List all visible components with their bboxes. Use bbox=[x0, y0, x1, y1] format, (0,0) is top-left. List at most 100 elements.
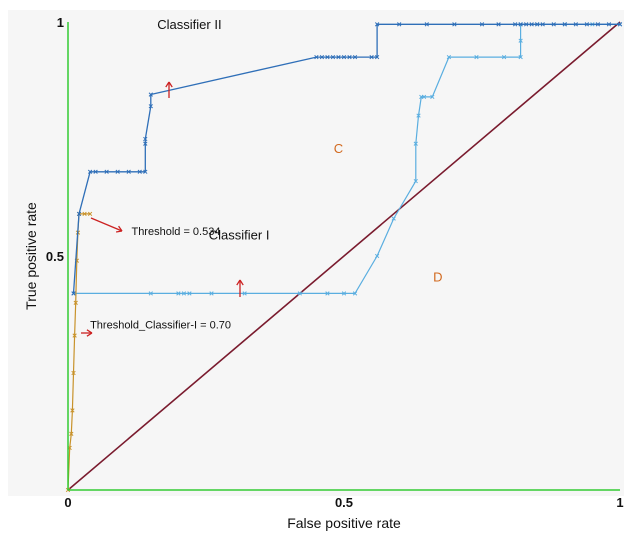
classifier_ii-point bbox=[424, 22, 429, 27]
threshold_curve-point bbox=[72, 333, 77, 338]
classifier_ii-point bbox=[479, 22, 485, 27]
classifier_ii-point bbox=[71, 291, 76, 296]
classifier-i-label: Classifier I bbox=[209, 228, 270, 243]
plot-background bbox=[8, 10, 624, 496]
y-axis-title: True positive rate bbox=[23, 202, 39, 310]
classifier_ii-point bbox=[369, 54, 374, 60]
classifier_ii-point bbox=[148, 104, 153, 109]
region-c: C bbox=[334, 141, 343, 156]
classifier_i-point bbox=[181, 291, 187, 296]
series-layer bbox=[65, 21, 623, 493]
classifier_i-point bbox=[209, 291, 214, 296]
threshold-ci-label: Threshold_Classifier-I = 0.70 bbox=[90, 320, 231, 332]
classifier_ii-point bbox=[319, 54, 325, 60]
classifier_i-point bbox=[341, 291, 347, 296]
series-classifier_i bbox=[71, 22, 623, 296]
classifier_i-point bbox=[518, 54, 523, 60]
classifier_ii-point bbox=[352, 54, 358, 60]
classifier_ii-point bbox=[314, 54, 319, 60]
classifier_i-point bbox=[148, 291, 153, 296]
classifier_ii-point bbox=[512, 22, 518, 27]
threshold_curve-point bbox=[71, 370, 76, 376]
classifier_ii-point bbox=[524, 22, 529, 27]
arrow-threshold bbox=[90, 217, 123, 233]
classifier_ii-point bbox=[452, 22, 457, 27]
classifier_ii-point bbox=[87, 169, 93, 174]
threshold_curve-point bbox=[69, 431, 74, 436]
classifier_i-point bbox=[325, 291, 330, 296]
classifier_ii-point bbox=[143, 141, 148, 146]
arrow-threshold-ci bbox=[81, 329, 93, 337]
threshold_curve-line bbox=[67, 213, 91, 491]
classifier_i-point bbox=[352, 291, 358, 296]
classifier_i-point bbox=[413, 178, 418, 184]
classifier_ii-point bbox=[347, 54, 352, 60]
x-axis-title: False positive rate bbox=[287, 515, 401, 531]
diagonal-line bbox=[67, 21, 621, 491]
tick-layer: 0 0.5 1 0.5 1 bbox=[46, 15, 624, 510]
classifier_i-point bbox=[474, 54, 479, 60]
arrow-layer bbox=[81, 81, 244, 337]
classifier_i-point bbox=[518, 38, 523, 43]
classifier_ii-line bbox=[72, 23, 620, 294]
classifier_i-point bbox=[501, 54, 507, 60]
classifier_i-point bbox=[430, 94, 435, 100]
classifier_ii-point bbox=[617, 22, 623, 27]
threshold_curve-point bbox=[82, 211, 87, 217]
classifier_i-point bbox=[416, 113, 421, 118]
classifier_ii-point bbox=[143, 169, 148, 174]
classifier_ii-point bbox=[341, 54, 347, 60]
classifier_i-point bbox=[187, 291, 192, 296]
y-tick-label: 1 bbox=[57, 15, 64, 30]
classifier_ii-point bbox=[496, 22, 501, 27]
classifier_ii-point bbox=[562, 22, 567, 27]
classifier_ii-point bbox=[518, 22, 523, 27]
classifier_ii-point bbox=[115, 169, 120, 174]
classifier_ii-point bbox=[126, 169, 131, 174]
threshold_curve-point bbox=[70, 408, 75, 413]
series-threshold_curve bbox=[65, 211, 93, 493]
classifier_ii-point bbox=[551, 22, 556, 27]
classifier_ii-point bbox=[93, 169, 98, 174]
classifier_ii-point bbox=[595, 22, 601, 27]
classifier_ii-point bbox=[137, 169, 142, 174]
classifier_ii-point bbox=[529, 22, 534, 27]
classifier_ii-point bbox=[76, 211, 82, 217]
x-tick-label: 0.5 bbox=[335, 495, 353, 510]
classifier_ii-point bbox=[330, 54, 336, 60]
arrow-classifier-ii bbox=[165, 81, 173, 98]
classifier_i-point bbox=[176, 291, 181, 296]
classifier_ii-point bbox=[584, 22, 590, 27]
classifier_ii-point bbox=[148, 92, 153, 97]
classifier_ii-point bbox=[397, 22, 402, 27]
x-tick-label: 1 bbox=[616, 495, 623, 510]
classifier_i-point bbox=[242, 291, 247, 296]
classifier_ii-point bbox=[535, 22, 540, 27]
classifier_ii-point bbox=[336, 54, 341, 60]
classifier_ii-point bbox=[573, 22, 578, 27]
classifier_i-point bbox=[391, 216, 396, 221]
y-tick-label: 0.5 bbox=[46, 249, 64, 264]
classifier_i-point bbox=[421, 94, 427, 100]
classifier_ii-point bbox=[143, 136, 148, 142]
threshold-label: Threshold = 0.534 bbox=[131, 226, 220, 238]
series-diagonal bbox=[67, 21, 621, 491]
classifier_ii-point bbox=[374, 54, 380, 60]
series-classifier_ii bbox=[71, 22, 623, 296]
arrow-classifier-i bbox=[236, 279, 244, 297]
classifier_ii-point bbox=[325, 54, 330, 60]
x-tick-label: 0 bbox=[64, 495, 71, 510]
threshold_curve-point bbox=[73, 300, 78, 305]
region-d: D bbox=[433, 270, 442, 285]
threshold_curve-point bbox=[87, 211, 93, 217]
classifier_i-point bbox=[413, 141, 418, 146]
classifier_ii-point bbox=[606, 22, 612, 27]
classifier_ii-point bbox=[540, 22, 545, 27]
classifier_i-point bbox=[297, 291, 302, 296]
classifier-ii-label: Classifier II bbox=[157, 17, 221, 32]
classifier_ii-point bbox=[104, 169, 109, 174]
classifier_ii-point bbox=[374, 22, 380, 27]
